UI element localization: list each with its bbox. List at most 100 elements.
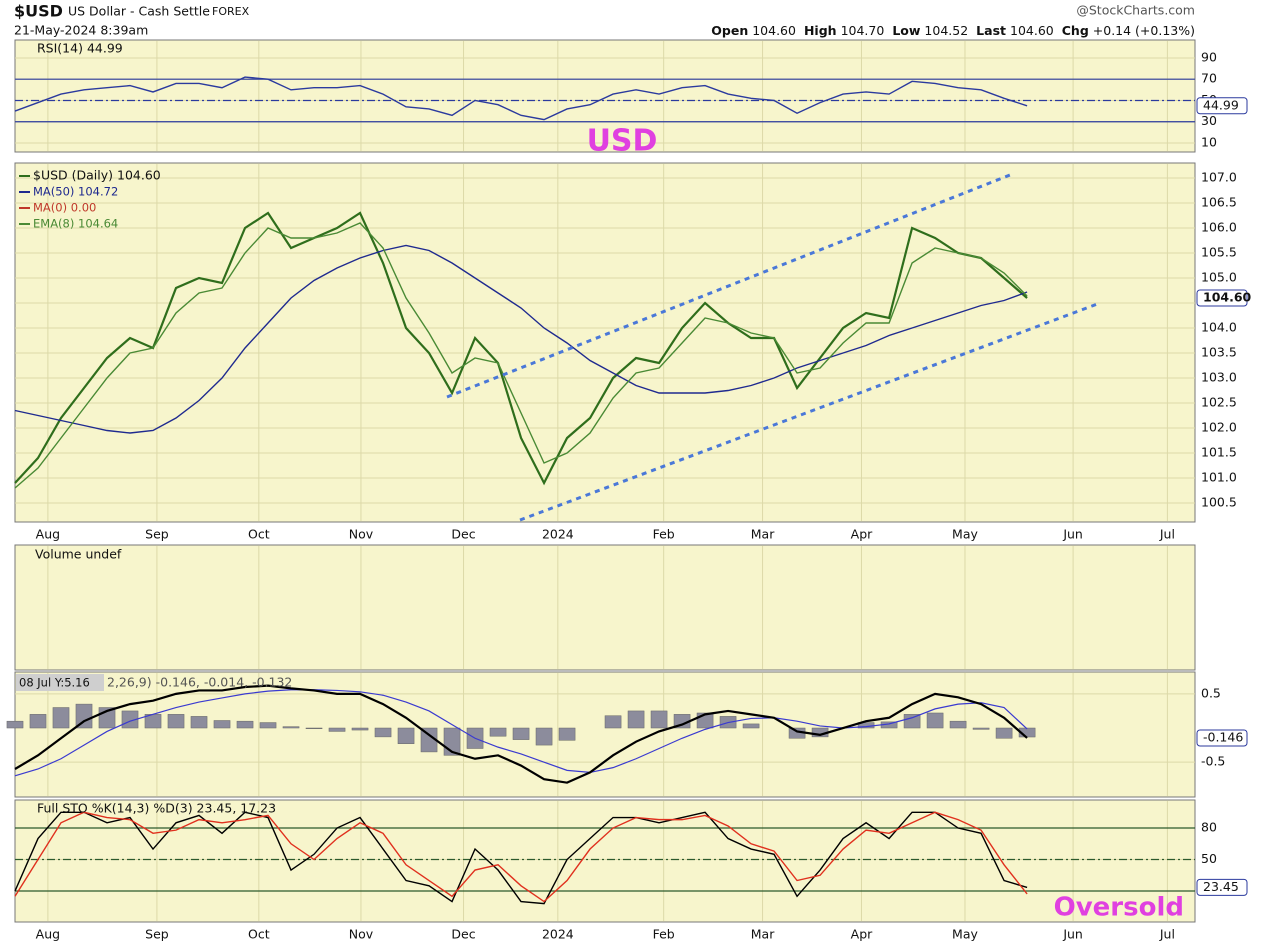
y-tick-label: 102.0: [1201, 420, 1237, 435]
histogram-bar: [903, 714, 921, 729]
y-tick-label: 101.0: [1201, 470, 1237, 485]
series-line: [14, 222, 1028, 489]
y-tick-label: 70: [1201, 71, 1217, 86]
quote-label: Last: [976, 23, 1006, 38]
histogram-bar: [397, 727, 415, 744]
quote-label: High: [804, 23, 837, 38]
last-value-box: [1196, 878, 1248, 896]
histogram-bar: [282, 726, 300, 729]
quote-value: 104.60: [1010, 23, 1054, 38]
histogram-bar: [121, 710, 139, 729]
last-value-label: 23.45: [1203, 879, 1239, 894]
x-tick-label: Dec: [451, 527, 475, 542]
histogram-bar: [627, 710, 645, 729]
y-tick-label: 103.0: [1201, 370, 1237, 385]
y-tick-label: 80: [1201, 820, 1217, 835]
x-tick-label: Feb: [653, 927, 675, 942]
histogram-bar: [558, 727, 576, 741]
x-tick-label: Sep: [145, 927, 169, 942]
exchange: FOREX: [212, 5, 250, 18]
last-value-label: 44.99: [1203, 97, 1239, 112]
x-tick-label: Jun: [1062, 927, 1083, 942]
last-value-box: [1196, 97, 1248, 115]
date: 21-May-2024 8:39am: [14, 23, 148, 38]
last-value-label: -0.146: [1203, 729, 1243, 744]
x-tick-label: Oct: [248, 927, 270, 942]
histogram-bar: [236, 720, 254, 729]
x-tick-label: Aug: [36, 527, 60, 542]
y-tick-label: 106.0: [1201, 220, 1237, 235]
quote-line: Open 104.60 High 104.70 Low 104.52 Last 104.60 C…: [711, 23, 1195, 38]
x-tick-label: Sep: [145, 527, 169, 542]
y-tick-label: 103.5: [1201, 345, 1237, 360]
histogram-bar: [489, 727, 507, 737]
y-tick-label: 10: [1201, 134, 1217, 149]
x-tick-label: Jul: [1159, 927, 1175, 942]
histogram-bar: [351, 727, 369, 731]
histogram-bar: [972, 727, 990, 730]
tooltip-box: [16, 674, 104, 691]
quote-value: 104.70: [841, 23, 885, 38]
x-tick-label: Jun: [1062, 527, 1083, 542]
x-tick-label: Feb: [653, 527, 675, 542]
histogram-bar: [650, 710, 668, 729]
x-tick-label: Apr: [851, 527, 873, 542]
y-tick-label: 104.0: [1201, 320, 1237, 335]
histogram-bar: [742, 723, 760, 729]
histogram-bar: [305, 727, 323, 729]
panel-title: RSI(14) 44.99: [37, 41, 123, 56]
y-tick-label: 100.5: [1201, 495, 1237, 510]
y-tick-label: 0.5: [1201, 685, 1221, 700]
x-tick-label: Oct: [248, 527, 270, 542]
series-line: [14, 244, 1028, 434]
x-tick-label: May: [952, 927, 978, 942]
series-line: [14, 811, 1028, 905]
x-tick-label: Nov: [349, 927, 374, 942]
panels: 10 30 50 70 90 44.99 RSI(14) 44.99 USD 100.5 101.…: [6, 39, 1252, 942]
symbol: $USD: [14, 2, 63, 21]
legend-label: MA(0) 0.00: [33, 201, 96, 215]
annotation: Oversold: [1054, 893, 1184, 923]
y-tick-label: 102.5: [1201, 395, 1237, 410]
x-tick-label: Dec: [451, 927, 475, 942]
y-tick-label: 30: [1201, 113, 1217, 128]
series-line: [14, 689, 1028, 777]
series-line: [14, 76, 1028, 121]
legend-label: EMA(8) 104.64: [33, 217, 118, 231]
histogram-bar: [213, 720, 231, 729]
histogram-bar: [29, 714, 47, 729]
histogram-bar: [995, 727, 1013, 739]
channel-upper: [446, 173, 1011, 399]
quote-label: Chg: [1062, 23, 1089, 38]
x-tick-label: Apr: [851, 927, 873, 942]
histogram-bar: [374, 727, 392, 738]
y-tick-label: 90: [1201, 49, 1217, 64]
tooltip: 08 Jul Y:5.16: [19, 676, 90, 690]
brand: @StockCharts.com: [1076, 3, 1195, 18]
x-tick-label: Mar: [751, 927, 775, 942]
quote-value: 104.52: [924, 23, 968, 38]
last-value-label: 104.60: [1203, 290, 1252, 305]
panel-title: 2,26,9) -0.146, -0.014, -0.132: [107, 675, 292, 690]
histogram-bar: [926, 712, 944, 729]
histogram-bar: [535, 727, 553, 746]
y-tick-label: 106.5: [1201, 195, 1237, 210]
histogram-bar: [949, 720, 967, 729]
x-tick-label: Nov: [349, 527, 374, 542]
trend-channel: [446, 173, 1101, 522]
last-value-box: [1196, 289, 1248, 307]
histogram-bar: [190, 716, 208, 729]
y-tick-label: 101.5: [1201, 445, 1237, 460]
series-line: [14, 811, 1028, 903]
panel-title: Full STO %K(14,3) %D(3) 23.45, 17.23: [37, 801, 276, 816]
panel-bg: [14, 799, 1196, 923]
quote-label: Open: [711, 23, 748, 38]
y-tick-label: 50: [1201, 851, 1217, 866]
histogram-bar: [167, 714, 185, 729]
channel-lower: [519, 301, 1101, 522]
legend-label: $USD (Daily) 104.60: [33, 168, 161, 183]
x-tick-label: Aug: [36, 927, 60, 942]
y-tick-label: 105.5: [1201, 245, 1237, 260]
x-tick-label: 2024: [542, 527, 574, 542]
